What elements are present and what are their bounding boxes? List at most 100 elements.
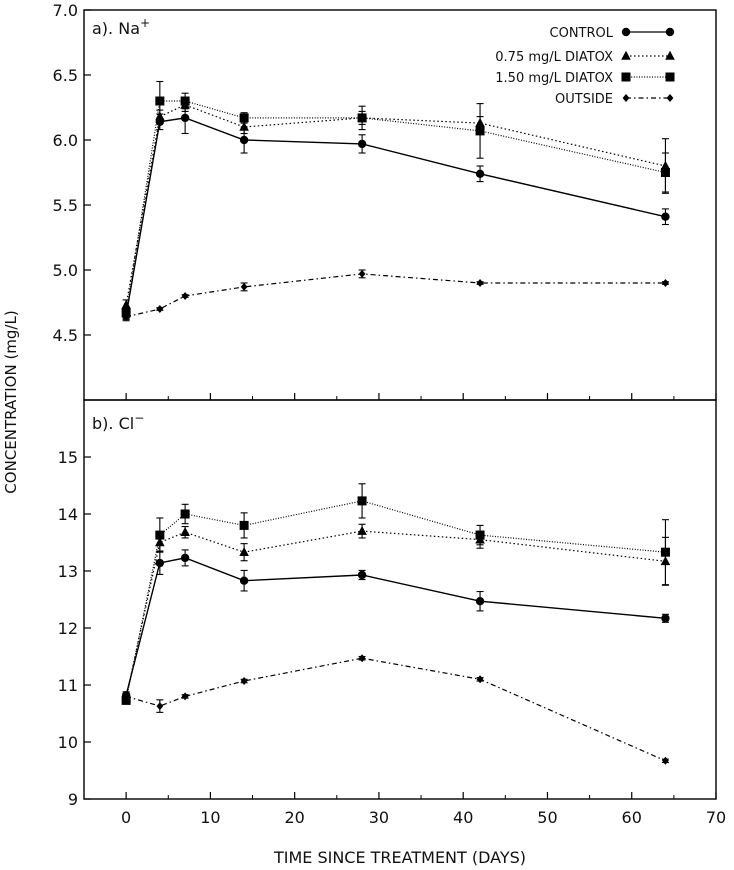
x-tick-label: 60 bbox=[622, 808, 642, 827]
panel-b-point-outside bbox=[240, 677, 248, 686]
panel-a-point-diatox-075 bbox=[121, 299, 131, 309]
panel-b-point-control bbox=[239, 576, 249, 585]
x-tick-label: 10 bbox=[200, 808, 220, 827]
panel-a-point-outside bbox=[662, 279, 669, 287]
panel-b-point-diatox-150 bbox=[180, 509, 190, 519]
panel-a-line-outside bbox=[125, 273, 666, 318]
panel-a-y-tick-label: 7.0 bbox=[53, 1, 78, 20]
legend: CONTROL 0.75 mg/L DIATOX 1.50 mg/L DIATO… bbox=[495, 26, 675, 107]
panel-a-point-outside bbox=[240, 282, 248, 291]
panel-b-y-tick-label: 15 bbox=[58, 448, 78, 467]
x-tick-label: 50 bbox=[537, 808, 557, 827]
x-tick-label: 0 bbox=[121, 808, 131, 827]
panel-a-point-diatox-150 bbox=[357, 113, 367, 123]
panel-a-point-diatox-150 bbox=[180, 96, 190, 106]
panel-a-y-tick-label: 5.5 bbox=[53, 196, 78, 215]
panel-b-line-diatox-150 bbox=[125, 500, 666, 701]
panel-b-line-outside bbox=[125, 657, 666, 762]
panel-b-point-control bbox=[475, 597, 485, 606]
legend-marker-control bbox=[665, 27, 675, 37]
panel-a-point-control bbox=[661, 212, 670, 221]
panel-b-series-diatox-075 bbox=[121, 523, 671, 702]
legend-marker-outside bbox=[622, 94, 630, 102]
legend-marker-diatox-075 bbox=[621, 50, 631, 60]
panel-b-point-outside bbox=[662, 756, 669, 765]
panel-a-point-diatox-150 bbox=[660, 168, 670, 177]
panel-b-point-diatox-075 bbox=[239, 546, 249, 556]
panel-b-label: b). Cl− bbox=[92, 411, 144, 433]
panel-b-line-control bbox=[125, 557, 666, 696]
panel-b-point-outside bbox=[156, 702, 164, 711]
panel-a-line-diatox-075 bbox=[125, 104, 666, 306]
panel-a-label-text: a). Na bbox=[92, 19, 140, 38]
panel-a-series-control bbox=[121, 101, 670, 322]
panel-b-point-outside bbox=[181, 692, 189, 701]
panel-b-series-outside bbox=[122, 654, 669, 765]
legend-marker-outside bbox=[666, 94, 674, 102]
legend-label-outside: OUTSIDE bbox=[555, 92, 613, 107]
panel-a-line-diatox-150 bbox=[125, 100, 666, 313]
legend-label-diatox-150: 1.50 mg/L DIATOX bbox=[495, 71, 613, 86]
x-tick-label: 30 bbox=[369, 808, 389, 827]
panel-b-y-tick-label: 11 bbox=[58, 676, 78, 695]
panel-b-point-diatox-150 bbox=[660, 547, 670, 557]
panel-b-series-diatox-150 bbox=[121, 483, 670, 705]
legend-label-diatox-075: 0.75 mg/L DIATOX bbox=[495, 50, 613, 65]
x-tick-label: 40 bbox=[453, 808, 473, 827]
panel-a-point-diatox-150 bbox=[475, 126, 485, 136]
panel-a-series-diatox-075 bbox=[121, 97, 671, 311]
x-tick-label: 70 bbox=[706, 808, 726, 827]
panel-a-point-outside bbox=[122, 312, 130, 321]
panel-b-border bbox=[83, 399, 717, 800]
panel-b-point-control bbox=[357, 570, 367, 580]
panel-b-y-tick-label: 12 bbox=[58, 619, 78, 638]
panel-a-border bbox=[83, 9, 717, 401]
panel-b-label-text: b). Cl bbox=[92, 414, 134, 433]
panel-a-y-tick-label: 4.5 bbox=[53, 326, 78, 345]
panel-a-point-diatox-150 bbox=[239, 113, 249, 123]
legend-marker-diatox-075 bbox=[665, 50, 675, 60]
panel-a-point-control bbox=[239, 135, 249, 145]
panel-a-point-control bbox=[180, 113, 190, 123]
panel-b-y-tick-label: 13 bbox=[58, 562, 78, 581]
panel-a-line-control bbox=[125, 117, 666, 316]
panel-a-y-tick-label: 5.0 bbox=[53, 261, 78, 280]
panel-a-point-outside bbox=[476, 279, 484, 287]
panel-b-y-tick-label: 14 bbox=[58, 505, 78, 524]
panel-a-point-outside bbox=[181, 292, 189, 300]
legend-marks bbox=[621, 27, 675, 102]
legend-marker-diatox-150 bbox=[621, 72, 631, 82]
panel-b-series-control bbox=[121, 549, 670, 700]
panel-a-label: a). Na+ bbox=[92, 16, 150, 38]
panel-b-point-diatox-075 bbox=[357, 525, 367, 535]
panel-b-point-outside bbox=[358, 654, 366, 663]
panel-b-point-control bbox=[180, 553, 190, 563]
x-tick-label: 20 bbox=[284, 808, 304, 827]
legend-marker-diatox-150 bbox=[665, 72, 675, 82]
y-axis-label: CONCENTRATION (mg/L) bbox=[2, 310, 20, 493]
panel-b-y-tick-label: 10 bbox=[58, 733, 78, 752]
panel-a-frame: 4.5 5.0 5.5 6.0 6.5 7.0 bbox=[53, 1, 717, 401]
panel-b-frame: 9 10 11 12 13 14 15 0 10 20 30 40 50 60 70 bbox=[58, 399, 726, 827]
panel-a-y-tick-label: 6.0 bbox=[53, 131, 78, 150]
panel-a-point-outside bbox=[156, 305, 164, 313]
panel-a-superscript: + bbox=[140, 16, 150, 30]
panel-a-point-control bbox=[475, 169, 485, 178]
panel-b-point-control bbox=[155, 558, 165, 568]
panel-b-y-tick-label: 9 bbox=[68, 790, 78, 809]
panel-b-point-diatox-150 bbox=[475, 530, 485, 540]
legend-marker-control bbox=[621, 27, 631, 37]
panel-a-point-outside bbox=[358, 269, 366, 278]
panel-b-point-control bbox=[661, 614, 670, 623]
panel-b-superscript: − bbox=[134, 411, 144, 425]
x-axis-label: TIME SINCE TREATMENT (DAYS) bbox=[273, 848, 526, 867]
panel-b-line-diatox-075 bbox=[125, 530, 666, 698]
panel-b-point-outside bbox=[122, 692, 130, 701]
panel-b-point-diatox-150 bbox=[239, 520, 249, 530]
panel-b-point-diatox-150 bbox=[155, 530, 165, 540]
panel-a-point-diatox-075 bbox=[239, 121, 249, 131]
panel-a-point-control bbox=[357, 139, 367, 149]
panel-a-y-tick-label: 6.5 bbox=[53, 66, 78, 85]
panel-a-series-outside bbox=[122, 269, 669, 321]
